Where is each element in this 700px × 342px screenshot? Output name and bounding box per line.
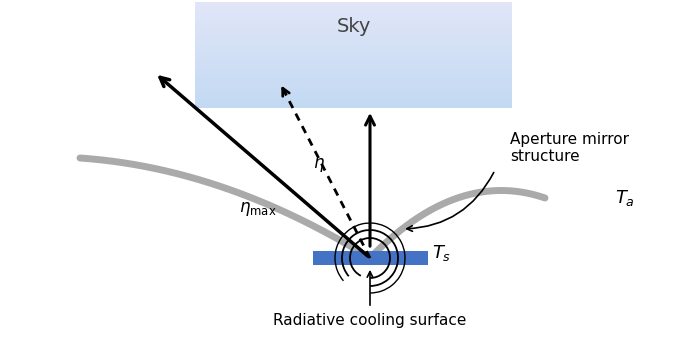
Text: Radiative cooling surface: Radiative cooling surface [273, 313, 467, 328]
Bar [195, 20, 512, 22]
Bar [195, 57, 512, 58]
Bar [195, 66, 512, 67]
Bar [195, 96, 512, 97]
Bar [195, 58, 512, 60]
Bar [195, 41, 512, 43]
Bar [195, 5, 512, 7]
Bar [195, 43, 512, 44]
Bar [195, 44, 512, 46]
Bar [195, 76, 512, 78]
Bar [195, 99, 512, 101]
Bar [195, 34, 512, 36]
Bar [195, 14, 512, 16]
Bar [195, 2, 512, 4]
Bar [195, 87, 512, 89]
Bar [195, 64, 512, 66]
Bar [195, 9, 512, 11]
Bar [195, 18, 512, 20]
Bar [195, 75, 512, 76]
Bar [195, 53, 512, 55]
Bar [195, 103, 512, 104]
Bar [195, 11, 512, 13]
Bar [195, 83, 512, 85]
Bar [195, 30, 512, 32]
Bar [195, 27, 512, 28]
Bar [195, 89, 512, 90]
Bar [195, 78, 512, 80]
Bar [195, 62, 512, 64]
Bar [195, 23, 512, 25]
Bar [195, 13, 512, 14]
Bar [195, 16, 512, 18]
Bar [195, 48, 512, 50]
Text: $\eta_{\mathrm{max}}$: $\eta_{\mathrm{max}}$ [239, 200, 276, 218]
Bar [195, 94, 512, 96]
Text: Aperture mirror
structure: Aperture mirror structure [510, 132, 629, 164]
Bar [195, 46, 512, 48]
Bar [195, 55, 512, 57]
Bar [195, 81, 512, 83]
Text: Sky: Sky [336, 17, 371, 37]
Text: $\eta$: $\eta$ [312, 156, 325, 174]
Text: $T_s$: $T_s$ [433, 243, 452, 263]
Bar [195, 101, 512, 103]
Bar [195, 51, 512, 53]
Bar [195, 39, 512, 41]
Bar [195, 32, 512, 34]
Bar [195, 25, 512, 27]
Bar [195, 104, 512, 106]
Bar [195, 92, 512, 94]
Bar [312, 251, 428, 265]
Bar [195, 22, 512, 23]
Bar [195, 7, 512, 9]
Bar [195, 106, 512, 108]
Bar [195, 71, 512, 73]
Bar [195, 85, 512, 87]
Bar [195, 50, 512, 51]
Bar [195, 37, 512, 39]
Bar [195, 90, 512, 92]
Bar [195, 4, 512, 5]
Bar [195, 80, 512, 81]
Text: $T_a$: $T_a$ [615, 188, 635, 208]
Bar [195, 73, 512, 75]
Bar [195, 28, 512, 30]
Bar [195, 97, 512, 99]
Bar [195, 36, 512, 37]
Bar [195, 60, 512, 62]
Bar [195, 69, 512, 71]
Bar [195, 67, 512, 69]
